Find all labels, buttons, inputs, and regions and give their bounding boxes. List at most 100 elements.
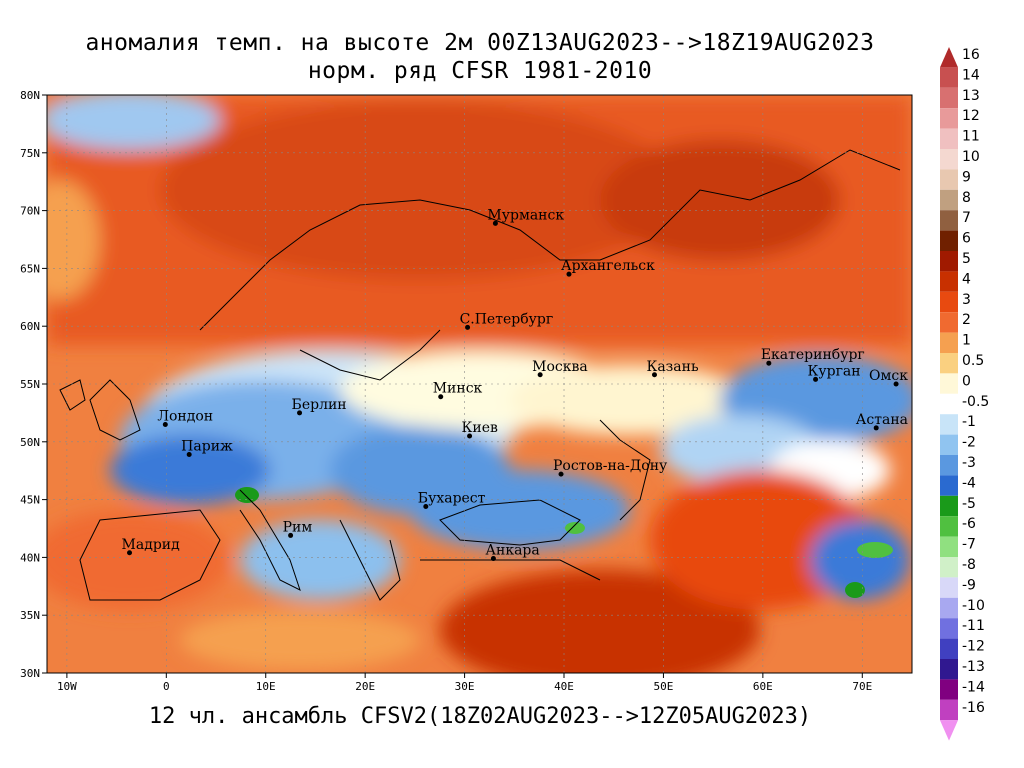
colorbar-label: -11 [962, 618, 985, 634]
colorbar-swatch [940, 475, 958, 496]
city-marker [651, 372, 657, 378]
colorbar-label: 5 [962, 251, 971, 267]
colorbar-swatch [940, 597, 958, 619]
lat-tick-label: 35N [20, 609, 40, 622]
colorbar-label: 8 [962, 190, 971, 206]
colorbar-swatch [940, 618, 958, 639]
colorbar-label: 0 [962, 373, 971, 389]
lat-tick-label: 30N [20, 667, 40, 680]
city-marker [893, 381, 899, 387]
city-label: Астана [856, 412, 908, 428]
colorbar-label: -8 [962, 557, 976, 573]
city-label: Минск [433, 381, 483, 397]
colorbar-label: 16 [962, 47, 980, 63]
colorbar-label: 0.5 [962, 353, 984, 369]
map-title: аномалия темп. на высоте 2м 00Z13AUG2023… [85, 30, 875, 56]
ensemble-caption: 12 чл. ансамбль CFSV2(18Z02AUG2023-->12Z… [148, 704, 812, 729]
colorbar-swatch [940, 210, 958, 231]
colorbar-arrow-bottom [940, 720, 958, 741]
colorbar-swatch [940, 434, 958, 455]
city-marker [537, 372, 543, 378]
city-marker [813, 376, 819, 382]
colorbar-label: -13 [962, 659, 985, 675]
city-marker [297, 410, 303, 416]
colorbar-swatch [940, 638, 958, 659]
city-marker [465, 324, 471, 330]
city-label: Курган [808, 363, 861, 379]
colorbar-label: -12 [962, 639, 985, 655]
city-marker [438, 394, 444, 400]
colorbar-label: 3 [962, 292, 971, 308]
colorbar-label: -6 [962, 516, 976, 532]
lat-tick-label: 55N [20, 378, 40, 391]
colorbar-swatch [940, 108, 958, 129]
city-marker [127, 550, 133, 556]
lat-tick-label: 80N [20, 89, 40, 102]
colorbar-swatch [940, 536, 958, 557]
colorbar-arrow-top [940, 47, 958, 68]
colorbar-label: 9 [962, 169, 971, 185]
colorbar-label: -7 [962, 537, 976, 553]
colorbar-label: -10 [962, 598, 985, 614]
colorbar-swatch [940, 169, 958, 190]
colorbar-swatch [940, 149, 958, 170]
colorbar-label: 1 [962, 333, 971, 349]
city-marker [873, 425, 879, 431]
colorbar-swatch [940, 393, 958, 415]
lon-tick-label: 20E [355, 680, 375, 693]
city-marker [423, 504, 429, 510]
lon-tick-label: 30E [455, 680, 475, 693]
lat-tick-label: 50N [20, 436, 40, 449]
city-label: Казань [646, 359, 698, 375]
colorbar-swatch [940, 659, 958, 680]
lat-tick-label: 45N [20, 494, 40, 507]
colorbar-swatch [940, 353, 958, 374]
city-label: Лондон [157, 408, 213, 424]
lon-tick-label: 10E [256, 680, 276, 693]
colorbar-swatch [940, 271, 958, 292]
city-label: Архангельск [561, 258, 655, 274]
lat-tick-label: 60N [20, 320, 40, 333]
colorbar-label: 7 [962, 210, 971, 226]
lon-tick-label: 70E [852, 680, 872, 693]
city-label: Екатеринбург [761, 347, 865, 363]
city-marker [492, 220, 498, 226]
colorbar-swatch [940, 128, 958, 149]
city-label: Москва [532, 359, 588, 375]
city-label: Киев [462, 420, 498, 436]
city-label: Мадрид [122, 537, 181, 553]
colorbar-swatch [940, 312, 958, 333]
colorbar-swatch [940, 291, 958, 313]
city-label: Омск [869, 368, 908, 384]
temperature-field [47, 95, 912, 673]
colorbar-swatch [940, 373, 958, 394]
city-label: Анкара [485, 543, 539, 559]
lon-tick-label: 0 [163, 680, 170, 693]
colorbar-swatch [940, 414, 958, 435]
city-marker [162, 421, 168, 427]
colorbar-swatch [940, 557, 958, 578]
lat-tick-label: 65N [20, 262, 40, 275]
colorbar-label: -2 [962, 435, 976, 451]
city-label: Ростов-на-Дону [553, 458, 668, 474]
lon-tick-label: 50E [653, 680, 673, 693]
lon-tick-label: 40E [554, 680, 574, 693]
colorbar-label: 10 [962, 149, 980, 165]
colorbar-swatch [940, 699, 958, 721]
colorbar-swatch [940, 251, 958, 272]
colorbar-label: 14 [962, 67, 980, 83]
lat-tick-label: 40N [20, 551, 40, 564]
colorbar-label: -0.5 [962, 394, 989, 410]
colorbar-label: 11 [962, 129, 980, 145]
colorbar-label: -5 [962, 496, 976, 512]
map-subtitle-normals: норм. ряд CFSR 1981-2010 [307, 58, 653, 84]
lat-tick-label: 75N [20, 147, 40, 160]
city-label: Париж [181, 439, 233, 455]
colorbar-swatch [940, 332, 958, 353]
colorbar-label: 4 [962, 271, 971, 287]
city-label: Бухарест [418, 491, 486, 507]
colorbar-swatch [940, 455, 958, 476]
colorbar-swatch [940, 495, 958, 517]
city-label: Рим [283, 519, 313, 535]
